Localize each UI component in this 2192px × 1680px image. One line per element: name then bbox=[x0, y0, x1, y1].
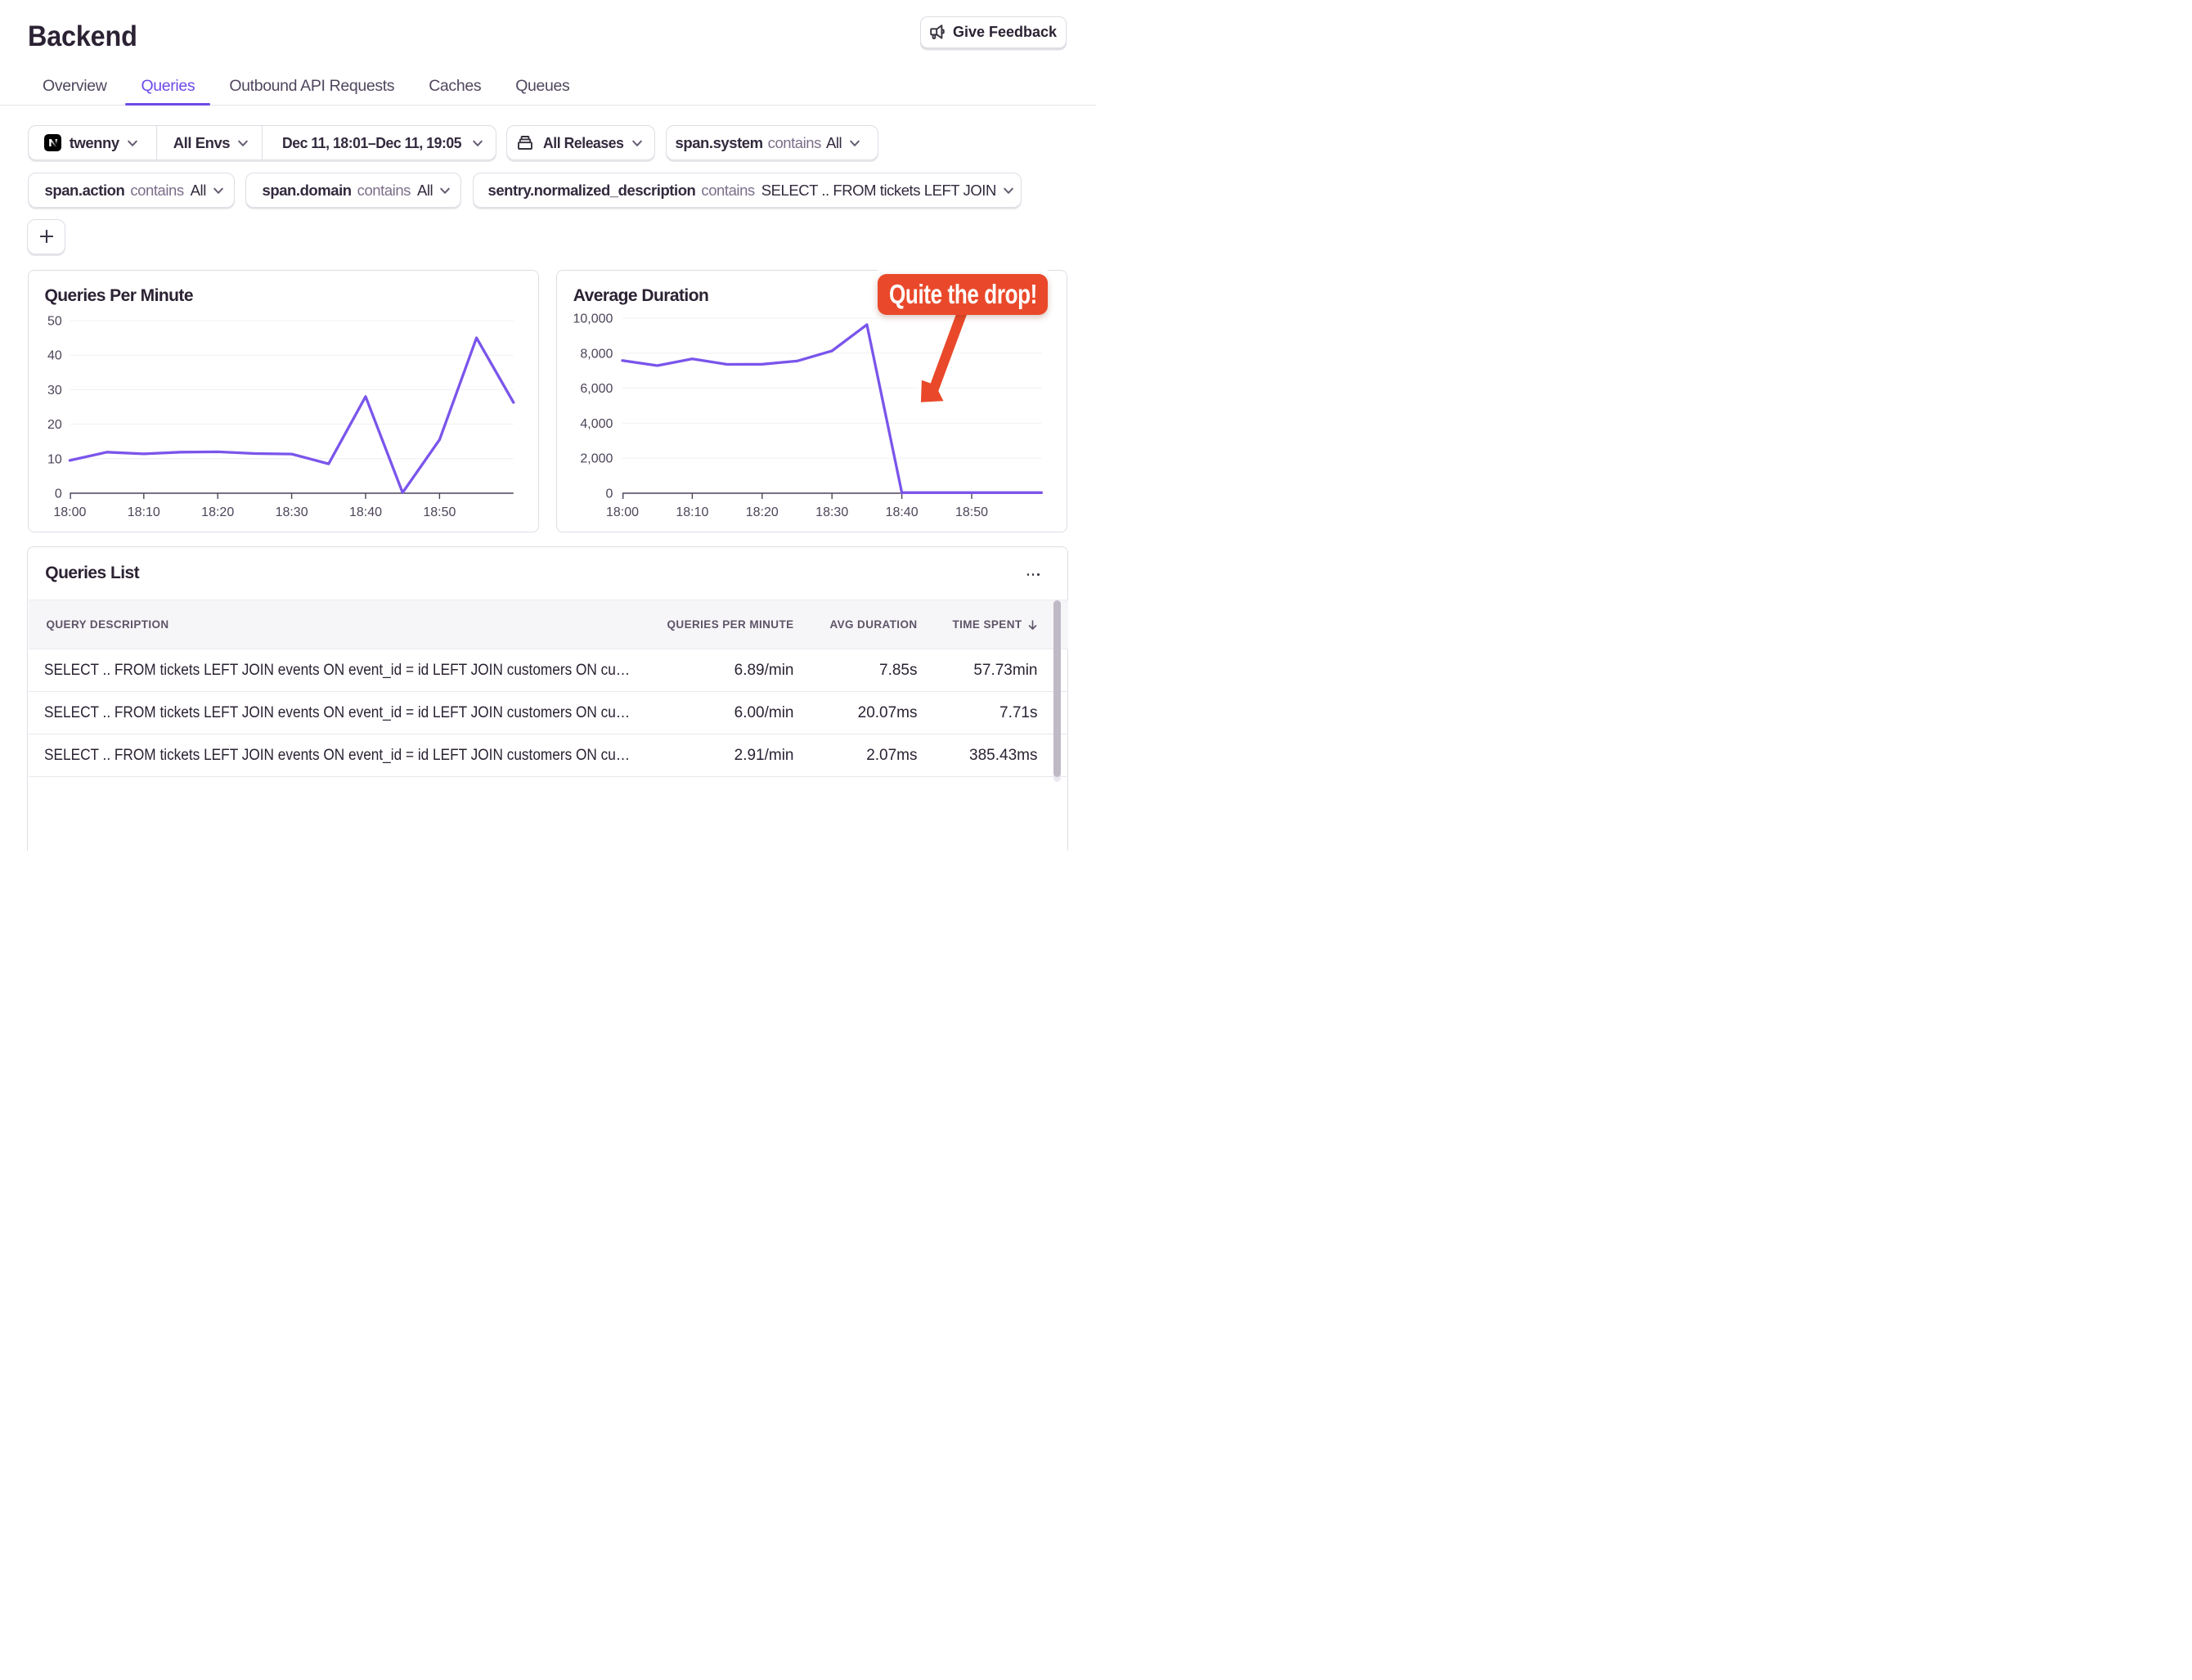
svg-text:18:40: 18:40 bbox=[349, 505, 382, 519]
svg-text:18:30: 18:30 bbox=[815, 505, 848, 519]
svg-text:30: 30 bbox=[47, 384, 62, 398]
svg-text:0: 0 bbox=[55, 487, 62, 501]
svg-text:10: 10 bbox=[47, 452, 62, 466]
svg-text:8,000: 8,000 bbox=[580, 347, 613, 361]
svg-text:18:40: 18:40 bbox=[886, 505, 919, 519]
svg-text:18:10: 18:10 bbox=[676, 505, 708, 519]
svg-text:4,000: 4,000 bbox=[580, 417, 613, 431]
svg-text:18:20: 18:20 bbox=[746, 505, 779, 519]
svg-text:18:00: 18:00 bbox=[606, 505, 639, 519]
svg-text:6,000: 6,000 bbox=[580, 382, 613, 396]
svg-text:50: 50 bbox=[47, 315, 62, 329]
svg-text:18:20: 18:20 bbox=[201, 505, 234, 519]
svg-text:10,000: 10,000 bbox=[573, 312, 613, 326]
svg-text:2,000: 2,000 bbox=[580, 452, 613, 466]
svg-text:18:00: 18:00 bbox=[53, 505, 86, 519]
svg-text:0: 0 bbox=[605, 487, 613, 501]
svg-text:20: 20 bbox=[47, 418, 62, 432]
svg-text:18:10: 18:10 bbox=[127, 505, 159, 519]
svg-text:18:50: 18:50 bbox=[955, 505, 988, 519]
svg-text:18:50: 18:50 bbox=[423, 505, 456, 519]
svg-text:18:30: 18:30 bbox=[275, 505, 308, 519]
svg-text:40: 40 bbox=[47, 349, 62, 363]
